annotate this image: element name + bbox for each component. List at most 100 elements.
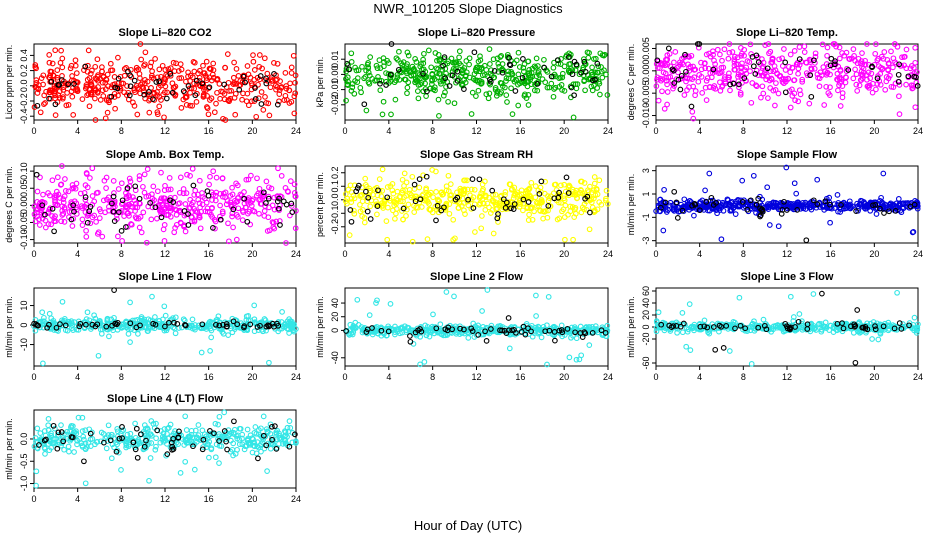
data-point [124, 210, 131, 217]
data-point [852, 66, 858, 73]
data-point [162, 312, 169, 319]
data-point [40, 72, 47, 79]
x-tick-label: 24 [291, 249, 301, 259]
data-point [387, 71, 394, 78]
page-title: NWR_101205 Slope Diagnostics [373, 1, 563, 16]
data-point [107, 60, 114, 67]
data-point [498, 89, 505, 95]
data-point [279, 309, 285, 315]
data-point [801, 49, 808, 55]
x-tick-label: 8 [119, 494, 124, 504]
data-point [558, 322, 565, 329]
data-point [859, 50, 865, 56]
data-point [73, 70, 80, 76]
data-point [184, 171, 190, 178]
data-point [420, 191, 427, 198]
data-point [819, 41, 826, 48]
data-point [472, 77, 479, 84]
data-point [511, 184, 518, 191]
data-point [890, 64, 896, 71]
data-point [86, 103, 93, 110]
data-point [782, 59, 789, 66]
data-point [373, 300, 379, 306]
data-point [230, 318, 237, 325]
data-point [198, 349, 205, 356]
data-point [132, 204, 139, 211]
data-point [432, 50, 439, 56]
data-point [82, 194, 89, 200]
data-point [548, 80, 555, 87]
data-point [257, 73, 264, 79]
data-point [189, 74, 196, 81]
data-point [707, 84, 713, 90]
data-point [720, 345, 727, 351]
data-point [582, 87, 588, 94]
y-tick-label: -0.02 [330, 95, 340, 116]
data-point [126, 175, 133, 182]
data-point [443, 289, 450, 295]
data-point [485, 95, 492, 102]
y-tick-label: 20 [641, 310, 651, 320]
data-point [247, 199, 254, 206]
data-point [752, 71, 759, 77]
data-point [351, 207, 357, 214]
data-point [464, 177, 470, 184]
data-point [111, 287, 117, 293]
data-point [764, 65, 771, 72]
data-point [216, 322, 223, 329]
data-point [436, 58, 443, 64]
data-point [274, 198, 281, 205]
data-point [420, 70, 426, 77]
data-point [483, 193, 489, 199]
data-point [411, 181, 418, 188]
data-point [788, 204, 795, 211]
data-point [127, 178, 134, 185]
data-point [384, 236, 391, 243]
data-point [510, 206, 517, 212]
data-point [465, 202, 472, 209]
data-point [265, 193, 272, 200]
data-point [494, 55, 501, 62]
data-point [288, 70, 295, 76]
data-point [828, 55, 835, 62]
data-point [680, 320, 687, 327]
data-point [750, 172, 757, 179]
x-tick-label: 20 [559, 372, 569, 382]
x-tick-label: 4 [75, 372, 80, 382]
data-point [691, 200, 698, 207]
data-point [285, 326, 292, 333]
data-point [759, 83, 766, 90]
data-point [804, 72, 811, 79]
data-point [127, 207, 134, 214]
data-point [662, 70, 669, 77]
data-point [217, 95, 223, 102]
data-point [51, 90, 58, 97]
data-point [355, 182, 362, 189]
data-point [205, 192, 212, 199]
data-point [703, 199, 710, 205]
data-point [95, 229, 102, 236]
data-point [226, 88, 233, 94]
data-point [743, 70, 750, 77]
data-point [110, 193, 117, 200]
data-point [216, 213, 223, 220]
data-point [47, 205, 54, 212]
data-point [881, 49, 888, 55]
data-point [384, 194, 391, 201]
data-point [665, 45, 672, 52]
data-point [565, 54, 572, 60]
data-point [167, 208, 174, 214]
data-point [896, 61, 902, 68]
data-point [556, 83, 563, 90]
data-point [442, 89, 448, 96]
data-point [223, 323, 230, 330]
data-point [680, 54, 687, 61]
data-point [135, 215, 142, 222]
data-point [196, 200, 203, 207]
data-point [404, 90, 410, 97]
data-point [191, 192, 198, 198]
data-point [175, 68, 182, 74]
data-points [653, 41, 921, 122]
data-point [686, 206, 693, 213]
data-point [154, 188, 161, 195]
